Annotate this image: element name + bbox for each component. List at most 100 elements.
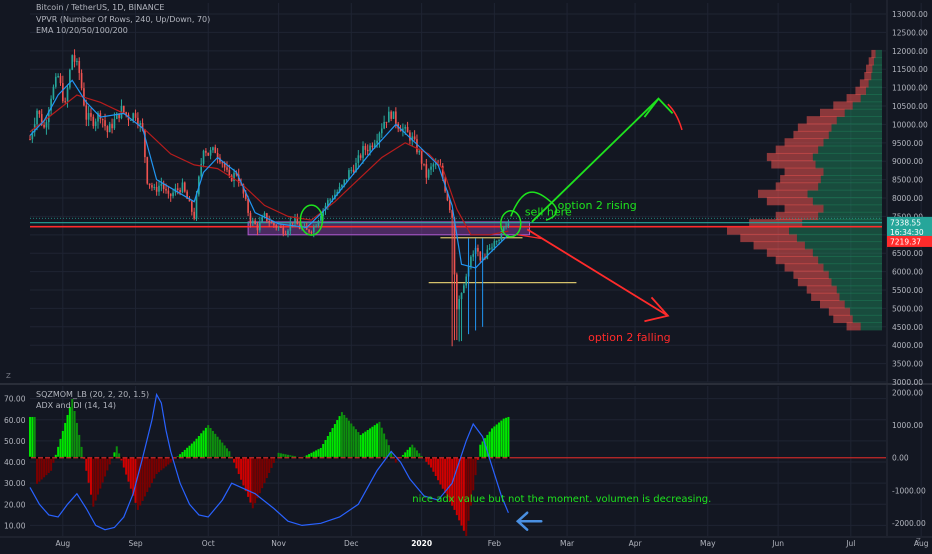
falling-arrow-head (644, 296, 670, 323)
time-tick-label: Sep (128, 539, 142, 548)
vp-bar-up (872, 64, 882, 73)
momentum-bar (357, 432, 360, 458)
squeeze-dot (99, 456, 102, 459)
momentum-bar (312, 451, 315, 458)
vp-bar-down (811, 292, 840, 301)
candle-body (242, 184, 245, 194)
candle-body (36, 110, 38, 125)
price-tick-label: 3000.00 (892, 378, 923, 387)
vp-bar-up (828, 270, 882, 279)
candle-body (71, 55, 74, 70)
momentum-bar (235, 457, 238, 469)
candle-body (47, 110, 50, 123)
time-tick-label: Nov (271, 539, 286, 548)
price-tick-label: 9000.00 (892, 157, 923, 166)
price-tag-box (887, 216, 932, 228)
squeeze-dot (507, 456, 510, 459)
zoom-toggle-right[interactable]: Z (916, 537, 921, 545)
candle-body (453, 217, 456, 275)
momentum-bar (249, 457, 252, 503)
candle-body (427, 169, 430, 178)
time-tick-label: Jul (845, 539, 855, 548)
momentum-bar (54, 454, 57, 458)
candle-body (209, 150, 212, 156)
candle-body (402, 128, 404, 132)
time-tick-label: Apr (629, 539, 643, 548)
zoom-toggle-left[interactable]: Z (6, 372, 11, 380)
candle-body (111, 123, 113, 129)
candle-body (456, 274, 458, 310)
momentum-bar (394, 457, 397, 463)
momentum-bar (340, 412, 343, 458)
momentum-bar (179, 454, 182, 458)
momentum-bar (364, 431, 367, 458)
momentum-bar (78, 434, 81, 458)
candle-body (507, 223, 510, 227)
vp-bar-down (793, 130, 829, 140)
price-tick-label: 8500.00 (892, 176, 923, 185)
squeeze-dot (317, 456, 320, 459)
momentum-bar (165, 457, 168, 467)
candle-body (146, 157, 149, 184)
candle-body (387, 111, 390, 123)
ema-legend: EMA 10/20/50/100/200 (36, 26, 128, 35)
momentum-bar (308, 454, 311, 458)
momentum-bar (430, 457, 433, 468)
vp-bar-down (855, 86, 867, 95)
momentum-bar (488, 431, 491, 458)
vp-bar-down (784, 204, 824, 213)
candle-body (291, 222, 294, 224)
vp-bar-down (766, 248, 813, 257)
time-tick-label: Jun (771, 539, 784, 548)
squeeze-dot (233, 456, 236, 459)
momentum-bar (127, 457, 130, 482)
candle-body (256, 224, 259, 231)
momentum-bar (162, 457, 165, 469)
vp-bar-up (823, 263, 882, 272)
momentum-bar (369, 428, 372, 458)
momentum-bar (500, 420, 503, 458)
vp-bar-up (815, 160, 882, 169)
drawings (299, 97, 683, 323)
osc-tick-label: 0.00 (892, 454, 909, 463)
momentum-bar (85, 457, 88, 471)
candle-body (97, 113, 99, 122)
momentum-bar (336, 420, 339, 458)
adx-tick-label: 10.00 (4, 521, 26, 530)
price-tick-label: 9500.00 (892, 139, 923, 148)
candle-body (137, 117, 139, 126)
momentum-bar (242, 457, 245, 486)
squeeze-dot (366, 456, 369, 459)
squeeze-dot (338, 456, 341, 459)
momentum-bar (444, 457, 447, 493)
momentum-bar (404, 452, 407, 458)
momentum-bar (284, 454, 287, 458)
candle-body (52, 86, 55, 99)
squeeze-dot (204, 456, 207, 459)
vp-bar-up (831, 278, 882, 287)
candle-body (167, 190, 170, 194)
squeeze-dot (380, 456, 383, 459)
candle-body (343, 179, 346, 185)
momentum-bar (469, 457, 472, 506)
momentum-bar (427, 457, 430, 465)
candle-body (395, 111, 397, 124)
momentum-bar (146, 457, 149, 492)
vp-bar-up (823, 204, 882, 213)
momentum-bar (183, 449, 186, 458)
momentum-bar (415, 450, 418, 458)
momentum-bar (228, 451, 231, 458)
momentum-bar (507, 416, 510, 458)
candle-body (287, 230, 289, 236)
vp-bar-up (860, 322, 882, 331)
momentum-bar (352, 426, 355, 458)
candle-body (275, 225, 278, 228)
candle-body (268, 220, 271, 223)
momentum-bar (491, 428, 494, 458)
momentum-bar (282, 453, 285, 458)
squeeze-dot (120, 456, 123, 459)
price-tick-label: 10000.00 (892, 120, 928, 129)
sell-loop (510, 191, 558, 221)
candle-body (233, 172, 235, 182)
candle-body (280, 226, 282, 228)
